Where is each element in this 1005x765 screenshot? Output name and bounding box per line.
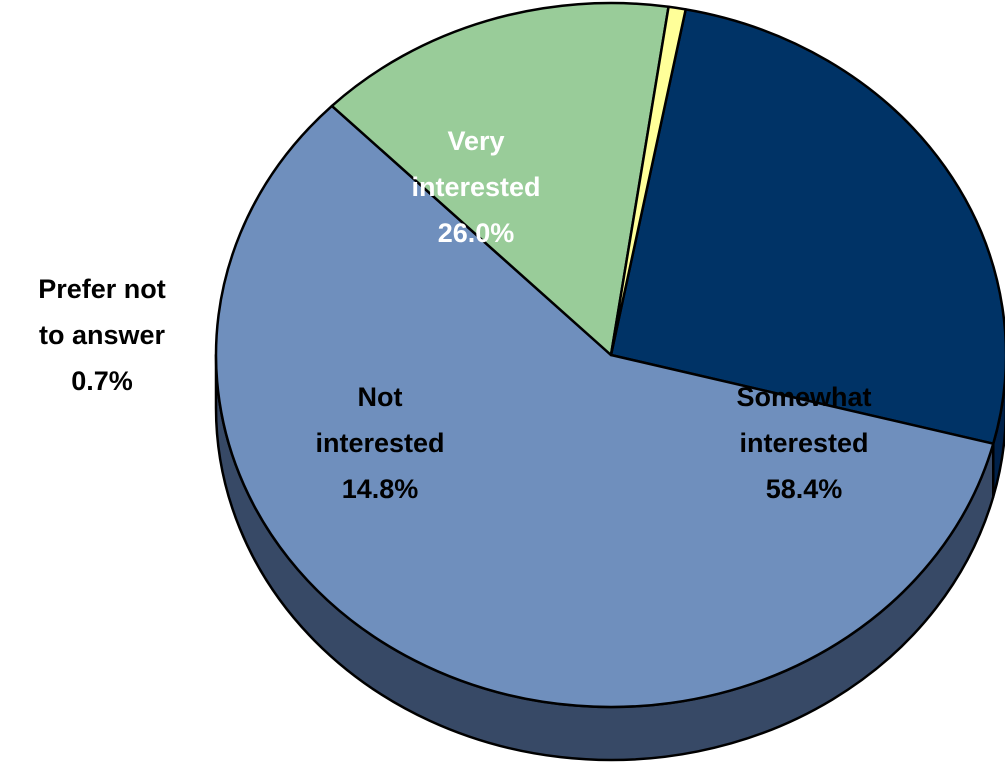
- pie-labels: Very interested 26.0% Somewhat interested 58.…: [38, 126, 871, 504]
- pie-value-label: 26.0%: [438, 218, 515, 248]
- pie-category-label: to answer: [39, 320, 166, 350]
- pie-category-label: Not: [358, 382, 403, 412]
- pie-slice-very-interested: [609, 8, 1005, 445]
- pie-slice-not-interested: [330, 1, 670, 357]
- pie-value-label: 0.7%: [71, 366, 133, 396]
- pie-category-label: interested: [739, 428, 868, 458]
- pie-slice-somewhat-interested: [214, 104, 995, 709]
- pie-slice-prefer-not-to-answer: [609, 5, 687, 357]
- pie-label-very-interested: Very interested 26.0%: [411, 126, 540, 248]
- pie-label-not-interested: Not interested 14.8%: [315, 382, 444, 504]
- pie-category-label: Very: [447, 126, 504, 156]
- pie-category-label: Prefer not: [38, 274, 166, 304]
- pie-category-label: Somewhat: [736, 382, 871, 412]
- pie-label-prefer-not-to-answer: Prefer not to answer 0.7%: [38, 274, 166, 396]
- pie-value-label: 58.4%: [766, 474, 843, 504]
- pie-value-label: 14.8%: [342, 474, 419, 504]
- pie-category-label: interested: [411, 172, 540, 202]
- pie-slices: [214, 1, 1005, 709]
- pie-label-somewhat-interested: Somewhat interested 58.4%: [736, 382, 871, 504]
- pie-category-label: interested: [315, 428, 444, 458]
